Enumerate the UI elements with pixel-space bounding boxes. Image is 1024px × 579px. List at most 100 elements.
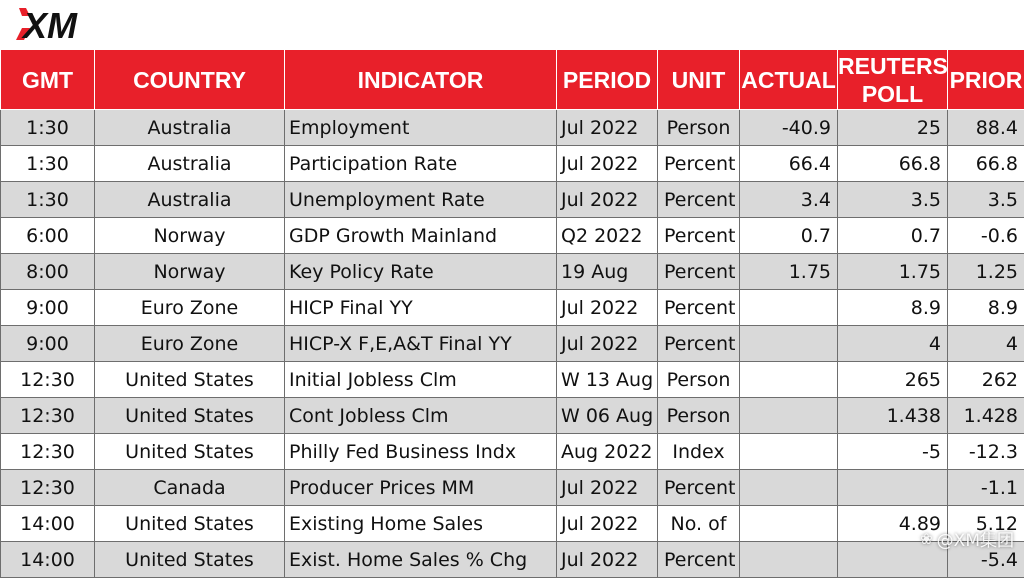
cell-gmt: 8:00 xyxy=(0,253,95,290)
cell-actual: 1.75 xyxy=(739,253,838,290)
watermark-text: @XM集团 xyxy=(936,531,1014,551)
cell-reuters-poll: 8.9 xyxy=(837,289,948,326)
table-row: 6:00 Norway GDP Growth Mainland Q2 2022 Perc… xyxy=(0,217,1024,254)
cell-actual xyxy=(739,541,838,578)
cell-country: Australia xyxy=(94,109,285,146)
cell-reuters-poll: 0.7 xyxy=(837,217,948,254)
cell-country: United States xyxy=(94,433,285,470)
cell-period: Jul 2022 xyxy=(556,109,658,146)
cell-prior: 8.9 xyxy=(947,289,1024,326)
cell-gmt: 12:30 xyxy=(0,469,95,506)
cell-indicator: Participation Rate xyxy=(284,145,557,182)
header-gmt: GMT xyxy=(0,49,95,110)
cell-country: United States xyxy=(94,505,285,542)
table-row: 9:00 Euro Zone HICP Final YY Jul 2022 Percen… xyxy=(0,289,1024,326)
cell-indicator: Producer Prices MM xyxy=(284,469,557,506)
cell-period: Jul 2022 xyxy=(556,325,658,362)
cell-unit: Percent xyxy=(657,541,740,578)
cell-gmt: 1:30 xyxy=(0,145,95,182)
cell-actual: 0.7 xyxy=(739,217,838,254)
cell-unit: Percent xyxy=(657,181,740,218)
cell-period: Q2 2022 xyxy=(556,217,658,254)
cell-actual xyxy=(739,505,838,542)
cell-reuters-poll: 265 xyxy=(837,361,948,398)
cell-period: Jul 2022 xyxy=(556,505,658,542)
cell-indicator: Existing Home Sales xyxy=(284,505,557,542)
cell-country: Norway xyxy=(94,217,285,254)
cell-reuters-poll: 1.75 xyxy=(837,253,948,290)
cell-period: Jul 2022 xyxy=(556,289,658,326)
cell-period: W 06 Aug xyxy=(556,397,658,434)
cell-period: Jul 2022 xyxy=(556,469,658,506)
header-reuters-poll: REUTERS POLL xyxy=(837,49,948,110)
cell-prior: 3.5 xyxy=(947,181,1024,218)
cell-gmt: 9:00 xyxy=(0,289,95,326)
cell-country: Euro Zone xyxy=(94,289,285,326)
header-prior: PRIOR xyxy=(947,49,1024,110)
cell-actual: -40.9 xyxy=(739,109,838,146)
table-row: 12:30 United States Philly Fed Business In… xyxy=(0,433,1024,470)
cell-indicator: Cont Jobless Clm xyxy=(284,397,557,434)
cell-prior: 5.12 xyxy=(947,505,1024,542)
cell-unit: No. of xyxy=(657,505,740,542)
cell-unit: Percent xyxy=(657,253,740,290)
cell-reuters-poll: 3.5 xyxy=(837,181,948,218)
cell-gmt: 1:30 xyxy=(0,109,95,146)
cell-reuters-poll: 25 xyxy=(837,109,948,146)
table-row: 12:30 United States Initial Jobless Clm W 1… xyxy=(0,361,1024,398)
cell-prior: 88.4 xyxy=(947,109,1024,146)
cell-period: Jul 2022 xyxy=(556,181,658,218)
cell-gmt: 9:00 xyxy=(0,325,95,362)
header-period: PERIOD xyxy=(556,49,658,110)
cell-indicator: HICP Final YY xyxy=(284,289,557,326)
cell-country: Australia xyxy=(94,181,285,218)
cell-gmt: 14:00 xyxy=(0,541,95,578)
cell-actual xyxy=(739,361,838,398)
cell-gmt: 6:00 xyxy=(0,217,95,254)
cell-gmt: 14:00 xyxy=(0,505,95,542)
cell-period: 19 Aug xyxy=(556,253,658,290)
cell-actual xyxy=(739,289,838,326)
cell-gmt: 1:30 xyxy=(0,181,95,218)
cell-country: United States xyxy=(94,361,285,398)
cell-prior: -0.6 xyxy=(947,217,1024,254)
cell-actual xyxy=(739,433,838,470)
cell-prior: 4 xyxy=(947,325,1024,362)
cell-reuters-poll: 4 xyxy=(837,325,948,362)
table-row: 12:30 Canada Producer Prices MM Jul 2022 Per… xyxy=(0,469,1024,506)
cell-reuters-poll: 66.8 xyxy=(837,145,948,182)
cell-unit: Person xyxy=(657,109,740,146)
watermark: ❀ @XM集团 xyxy=(920,526,1014,552)
cell-reuters-poll: 1.438 xyxy=(837,397,948,434)
header-unit: UNIT xyxy=(657,49,740,110)
table-row: 14:00 United States Existing Home Sales Jul… xyxy=(0,505,1024,542)
cell-indicator: Philly Fed Business Indx xyxy=(284,433,557,470)
table-row: 1:30 Australia Participation Rate Jul 2022 P… xyxy=(0,145,1024,182)
cell-indicator: HICP-X F,E,A&T Final YY xyxy=(284,325,557,362)
cell-country: United States xyxy=(94,397,285,434)
cell-prior: 262 xyxy=(947,361,1024,398)
cell-period: Jul 2022 xyxy=(556,145,658,182)
cell-gmt: 12:30 xyxy=(0,361,95,398)
cell-indicator: GDP Growth Mainland xyxy=(284,217,557,254)
cell-prior: -12.3 xyxy=(947,433,1024,470)
cell-unit: Percent xyxy=(657,289,740,326)
cell-unit: Percent xyxy=(657,217,740,254)
cell-country: Canada xyxy=(94,469,285,506)
cell-actual: 3.4 xyxy=(739,181,838,218)
cell-actual xyxy=(739,325,838,362)
economic-calendar-table: GMT COUNTRY INDICATOR PERIOD UNIT ACTUAL… xyxy=(0,49,1024,579)
cell-prior: -1.1 xyxy=(947,469,1024,506)
table-row: 1:30 Australia Unemployment Rate Jul 2022 Pe… xyxy=(0,181,1024,218)
table-header-row: GMT COUNTRY INDICATOR PERIOD UNIT ACTUAL… xyxy=(0,49,1024,110)
cell-indicator: Unemployment Rate xyxy=(284,181,557,218)
header-indicator: INDICATOR xyxy=(284,49,557,110)
header-country: COUNTRY xyxy=(94,49,285,110)
cell-indicator: Key Policy Rate xyxy=(284,253,557,290)
table-row: 14:00 United States Exist. Home Sales % Ch… xyxy=(0,541,1024,578)
cell-actual xyxy=(739,469,838,506)
cell-period: Jul 2022 xyxy=(556,541,658,578)
cell-indicator: Exist. Home Sales % Chg xyxy=(284,541,557,578)
cell-unit: Person xyxy=(657,397,740,434)
cell-unit: Index xyxy=(657,433,740,470)
